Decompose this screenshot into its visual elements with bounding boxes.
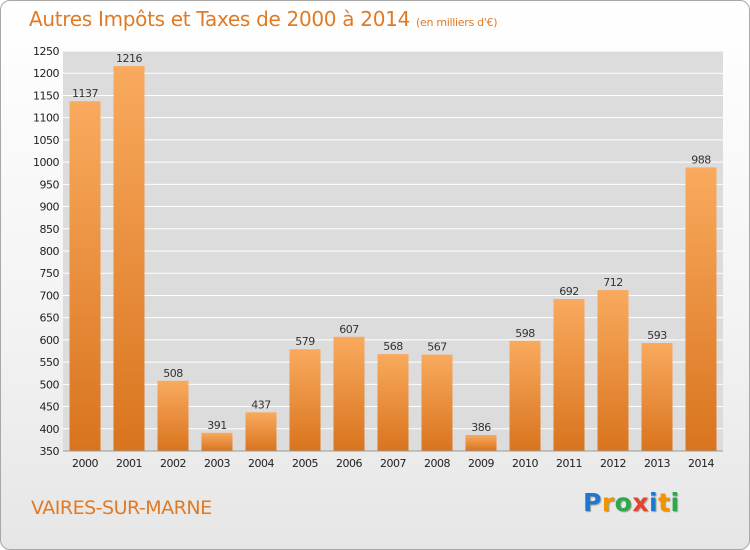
data-label: 712 — [603, 276, 623, 289]
bar-2002 — [157, 380, 189, 451]
bar-2000 — [69, 101, 101, 451]
x-tick-label: 2004 — [248, 457, 274, 470]
data-label: 508 — [163, 367, 183, 380]
bar-2001 — [113, 66, 145, 451]
y-tick-label: 450 — [40, 401, 60, 414]
bar-2005 — [289, 349, 321, 451]
y-tick-label: 950 — [40, 178, 60, 191]
y-tick-label: 1100 — [33, 112, 59, 125]
logo-letter: i — [670, 488, 680, 517]
bar-2009 — [465, 435, 497, 451]
x-tick-label: 2013 — [644, 457, 670, 470]
x-axis: 2000 2001 2002 2003 2004 2005 2006 2007 2008 2009… — [72, 457, 715, 470]
data-label: 437 — [251, 398, 271, 411]
x-tick-label: 2014 — [688, 457, 714, 470]
bars — [69, 66, 717, 451]
y-axis: 350 400 450 500 550 600 650 700 750 800 850 900 950 1… — [33, 45, 60, 458]
data-labels: 1137 1216 508 391 437 579 607 568 567 386 598 692 71… — [72, 52, 712, 434]
y-tick-label: 1050 — [33, 134, 59, 147]
y-tick-label: 650 — [40, 312, 60, 325]
bar-2013 — [641, 343, 673, 451]
bar-2011 — [553, 299, 585, 451]
y-tick-label: 1200 — [33, 67, 59, 80]
y-tick-label: 1000 — [33, 156, 59, 169]
bar-2003 — [201, 432, 233, 451]
bar-2006 — [333, 336, 365, 451]
bar-2008 — [421, 354, 453, 451]
logo-letter: i — [649, 488, 659, 517]
data-label: 988 — [691, 153, 711, 166]
x-tick-label: 2006 — [336, 457, 362, 470]
chart-title: Autres Impôts et Taxes de 2000 à 2014 (en… — [29, 7, 497, 31]
y-tick-label: 400 — [40, 423, 60, 436]
y-tick-label: 900 — [40, 201, 60, 214]
y-tick-label: 350 — [40, 445, 60, 458]
bar-2014 — [685, 167, 717, 451]
data-label: 692 — [559, 285, 579, 298]
y-tick-label: 500 — [40, 378, 60, 391]
data-label: 593 — [647, 329, 667, 342]
bar-2007 — [377, 354, 409, 451]
y-tick-label: 800 — [40, 245, 60, 258]
logo-letter: r — [601, 488, 615, 517]
y-tick-label: 700 — [40, 289, 60, 302]
data-label: 579 — [295, 335, 315, 348]
x-tick-label: 2000 — [72, 457, 98, 470]
bar-2004 — [245, 412, 277, 451]
chart-title-text: Autres Impôts et Taxes de 2000 à 2014 — [29, 7, 410, 31]
data-label: 386 — [471, 421, 491, 434]
x-tick-label: 2010 — [512, 457, 538, 470]
x-tick-label: 2003 — [204, 457, 230, 470]
proxiti-logo[interactable]: Proxiti — [583, 488, 680, 517]
data-label: 1137 — [72, 87, 98, 100]
data-label: 567 — [427, 341, 447, 354]
data-label: 607 — [339, 323, 359, 336]
y-tick-label: 850 — [40, 223, 60, 236]
logo-letter: x — [632, 488, 649, 517]
y-tick-label: 750 — [40, 267, 60, 280]
logo-letter: t — [658, 488, 671, 517]
x-tick-label: 2009 — [468, 457, 494, 470]
data-label: 1216 — [116, 52, 142, 65]
x-tick-label: 2011 — [556, 457, 582, 470]
data-label: 391 — [207, 419, 227, 432]
y-tick-label: 600 — [40, 334, 60, 347]
data-label: 568 — [383, 340, 403, 353]
bar-2010 — [509, 340, 541, 451]
x-tick-label: 2002 — [160, 457, 186, 470]
logo-letter: P — [583, 488, 602, 517]
city-name: VAIRES-SUR-MARNE — [31, 497, 212, 519]
x-tick-label: 2001 — [116, 457, 142, 470]
x-tick-label: 2007 — [380, 457, 406, 470]
logo-letter: o — [614, 488, 633, 517]
y-tick-label: 550 — [40, 356, 60, 369]
x-tick-label: 2008 — [424, 457, 450, 470]
data-label: 598 — [515, 327, 535, 340]
y-tick-label: 1250 — [33, 45, 59, 58]
y-tick-label: 1150 — [33, 89, 59, 102]
bar-2012 — [597, 290, 629, 451]
x-tick-label: 2012 — [600, 457, 626, 470]
x-tick-label: 2005 — [292, 457, 318, 470]
chart-subtitle: (en milliers d'€) — [416, 16, 498, 29]
